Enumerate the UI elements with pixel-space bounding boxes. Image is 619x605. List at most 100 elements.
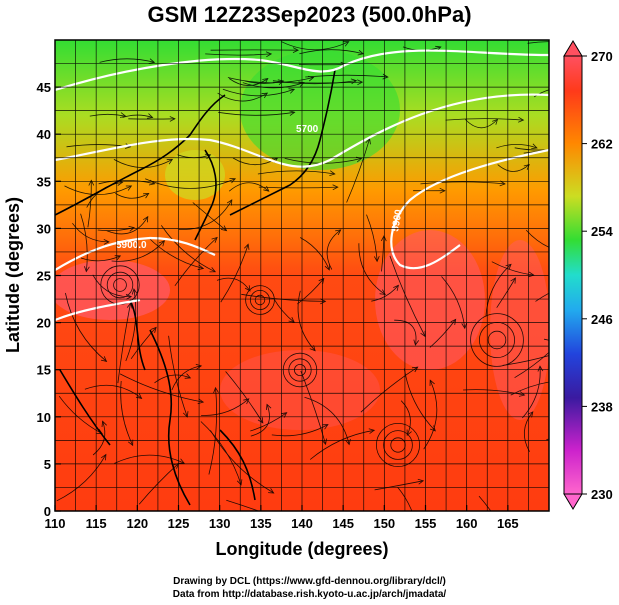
height-contours — [55, 49, 549, 322]
warm-region — [220, 350, 380, 430]
x-tick-label: 125 — [168, 516, 190, 531]
streamline — [125, 288, 137, 362]
streamline — [228, 182, 270, 192]
streamline-arrow — [100, 453, 107, 461]
streamline — [304, 396, 350, 445]
y-tick-label: 25 — [37, 269, 51, 284]
streamline — [527, 41, 549, 44]
streamline — [208, 387, 218, 475]
streamline-arrow — [261, 92, 269, 99]
streamline — [522, 366, 541, 419]
x-tick-label: 120 — [126, 516, 148, 531]
streamline-arrow — [289, 110, 296, 116]
streamline — [514, 147, 549, 151]
streamline-arrow — [461, 322, 468, 330]
colorbar-tick-label: 262 — [591, 137, 613, 152]
streamline-arrow — [277, 79, 285, 86]
streamline — [535, 292, 549, 302]
streamline-arrow — [288, 88, 296, 94]
streamline-arrow — [143, 192, 150, 199]
streamline-arrow — [406, 429, 412, 437]
streamline — [423, 380, 438, 450]
streamline — [374, 480, 424, 491]
streamline — [114, 454, 185, 464]
streamline-arrow — [357, 49, 365, 56]
credit-data: Data from http://database.rish.kyoto-u.a… — [172, 589, 447, 600]
streamline-arrow — [243, 398, 250, 405]
streamline-arrow — [320, 298, 327, 305]
streamline-arrow — [429, 379, 435, 386]
cool-region — [240, 50, 400, 170]
streamline-arrow — [128, 226, 135, 232]
streamline-arrow — [142, 215, 149, 223]
x-tick-label: 110 — [45, 516, 66, 531]
streamline — [271, 424, 329, 437]
streamline — [218, 111, 295, 116]
streamline — [89, 113, 126, 117]
colorbar-bottom-arrow — [563, 493, 583, 510]
streamline — [106, 216, 149, 235]
contour-label: 5900.0 — [116, 240, 147, 251]
credits: Drawing by DCL (https://www.gfd-dennou.o… — [0, 575, 619, 601]
circulation-loop — [113, 278, 127, 292]
streamline — [497, 164, 530, 172]
circulation-loop — [487, 330, 507, 350]
x-tick-label: 115 — [86, 516, 107, 531]
streamline-arrow — [169, 116, 176, 122]
streamline — [371, 285, 399, 302]
streamline-arrow — [585, 92, 591, 97]
colorbar-top-arrow — [563, 40, 583, 57]
circulation-loop — [383, 430, 413, 460]
streamline — [65, 292, 107, 362]
streamline-arrow — [439, 187, 446, 194]
streamline — [389, 255, 426, 337]
streamline-arrow — [435, 45, 442, 52]
streamline-arrow — [88, 179, 95, 186]
streamline — [326, 229, 341, 270]
streamline-arrow — [125, 185, 133, 191]
y-tick-label: 20 — [37, 316, 51, 331]
y-tick-label: 30 — [37, 221, 51, 236]
streamline-arrow — [596, 277, 601, 282]
streamline — [523, 150, 549, 154]
streamline — [228, 78, 269, 86]
y-tick-label: 45 — [37, 80, 51, 95]
streamline-arrow — [244, 285, 251, 292]
streamline-arrow — [528, 271, 535, 278]
streamline — [205, 53, 272, 56]
streamline-arrow — [298, 81, 305, 87]
streamline — [119, 373, 204, 403]
streamline-arrow — [335, 229, 342, 236]
streamline-arrow — [413, 339, 420, 346]
streamline — [429, 319, 457, 348]
streamline — [242, 82, 305, 89]
streamline-arrow — [257, 417, 264, 424]
streamline — [113, 159, 173, 168]
streamline-arrow — [209, 267, 217, 273]
streamline — [297, 278, 325, 305]
y-tick-label: 15 — [37, 363, 51, 378]
x-tick-label: 165 — [497, 516, 519, 531]
streamline-arrow — [590, 379, 595, 384]
chart-title: GSM 12Z23Sep2023 (500.0hPa) — [147, 2, 472, 27]
x-tick-label: 130 — [209, 516, 231, 531]
streamline — [92, 421, 106, 456]
x-tick-label: 145 — [332, 516, 354, 531]
y-tick-label: 35 — [37, 174, 51, 189]
streamline — [64, 185, 132, 195]
streamline-arrow — [450, 318, 457, 325]
streamline — [130, 327, 157, 360]
streamline — [99, 58, 155, 63]
x-tick-label: 140 — [291, 516, 313, 531]
streamline — [358, 243, 386, 295]
colorbar-tick-label: 230 — [591, 487, 613, 502]
x-tick-label: 135 — [250, 516, 272, 531]
streamline-arrow — [516, 566, 521, 572]
streamline — [80, 213, 88, 272]
streamline — [178, 199, 233, 230]
streamline-arrow — [178, 458, 185, 464]
streamline-arrow — [266, 403, 272, 411]
streamline-arrow — [345, 438, 351, 446]
streamline — [168, 335, 188, 418]
streamline-arrow — [195, 363, 203, 370]
